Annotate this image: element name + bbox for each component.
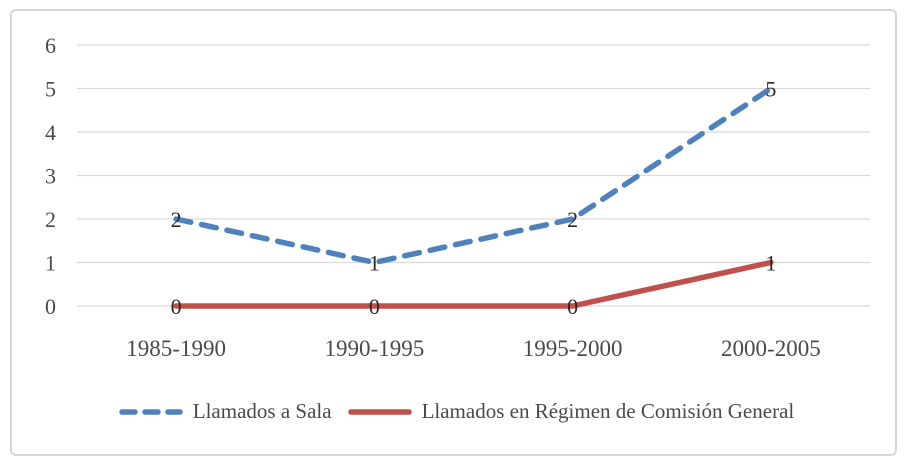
- y-axis-tick-label: 5: [45, 77, 56, 102]
- data-label: 5: [765, 77, 776, 102]
- data-label: 0: [567, 294, 578, 319]
- data-label: 2: [567, 207, 578, 232]
- series-line: [173, 259, 774, 309]
- legend-item-llamados-en-regimen: Llamados en Régimen de Comisión General: [347, 399, 795, 424]
- legend-solid-line-sample: [347, 408, 412, 415]
- y-axis-tick-label: 3: [45, 164, 56, 189]
- data-label: 1: [765, 251, 776, 276]
- chart-legend: Llamados a Sala Llamados en Régimen de C…: [0, 399, 913, 424]
- x-axis-category-label: 2000-2005: [721, 336, 821, 361]
- x-axis-category-label: 1990-1995: [325, 336, 425, 361]
- data-label: 1: [369, 251, 380, 276]
- y-axis-tick-label: 0: [45, 294, 56, 319]
- data-label: 0: [171, 294, 182, 319]
- data-label: 2: [171, 207, 182, 232]
- legend-label-llamados-en-regimen: Llamados en Régimen de Comisión General: [421, 399, 795, 423]
- chart-frame-border: [10, 9, 897, 456]
- data-label: 0: [369, 294, 380, 319]
- y-axis-tick-label: 4: [45, 120, 56, 145]
- legend-item-llamados-a-sala: Llamados a Sala: [119, 399, 332, 424]
- y-axis-tick-label: 1: [45, 251, 56, 276]
- x-axis-category-label: 1995-2000: [523, 336, 623, 361]
- legend-dashed-line-sample: [119, 408, 183, 415]
- x-axis-category-label: 1985-1990: [126, 336, 226, 361]
- series-line: [173, 85, 774, 266]
- y-axis-tick-label: 2: [45, 207, 56, 232]
- legend-label-llamados-a-sala: Llamados a Sala: [192, 399, 332, 423]
- y-axis-tick-label: 6: [45, 33, 56, 58]
